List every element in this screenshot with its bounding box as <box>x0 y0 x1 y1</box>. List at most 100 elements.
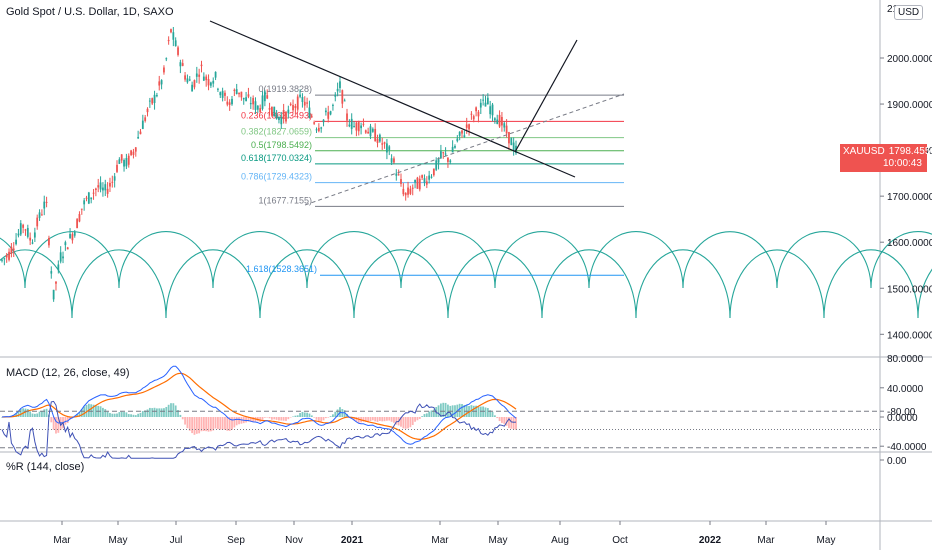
candle-body <box>463 135 466 137</box>
macd-histogram-bar <box>439 403 442 417</box>
candle-body <box>266 95 269 99</box>
candle-body <box>55 281 57 284</box>
macd-histogram-bar <box>280 417 283 421</box>
macd-histogram-bar <box>200 417 203 432</box>
cycle-arc <box>0 237 26 289</box>
cycle-arc <box>165 249 261 319</box>
projection-line <box>514 39 578 153</box>
wr-tick-label: 0.00 <box>887 456 907 467</box>
candle-body <box>85 197 88 199</box>
bar-countdown: 10:00:43 <box>883 158 922 169</box>
macd-histogram-bar <box>489 410 492 417</box>
macd-histogram-bar <box>172 403 175 417</box>
macd-histogram-bar <box>50 417 53 423</box>
candle-body <box>477 111 480 117</box>
macd-histogram-bar <box>496 417 499 419</box>
candle-body <box>224 92 226 96</box>
macd-histogram-bar <box>306 412 309 417</box>
candle-body <box>393 158 395 163</box>
candle-body <box>238 92 240 95</box>
candle-body <box>219 92 222 96</box>
macd-histogram-bar <box>179 414 182 417</box>
cycle-arc <box>588 231 684 289</box>
macd-histogram-bar <box>26 408 29 417</box>
macd-histogram-bar <box>315 417 318 420</box>
macd-histogram-bar <box>444 402 447 417</box>
macd-histogram-bar <box>371 417 374 421</box>
candle-body <box>170 29 172 33</box>
macd-tick-label: -40.0000 <box>887 442 927 453</box>
macd-histogram-bar <box>118 412 121 417</box>
macd-histogram-bar <box>484 407 487 417</box>
cycle-arc <box>259 249 355 319</box>
candle-body <box>414 179 416 183</box>
candle-body <box>418 178 421 190</box>
macd-signal-line <box>2 372 517 441</box>
candle-body <box>421 175 424 178</box>
williams-r-line <box>1 400 517 459</box>
price-tick-label: 1700.0000 <box>887 192 932 203</box>
macd-histogram-bar <box>40 411 43 417</box>
currency-button[interactable]: USD <box>894 5 924 20</box>
candle-body <box>191 84 194 92</box>
candle-body <box>184 75 186 80</box>
macd-histogram-bar <box>19 408 22 417</box>
fib-level-label: 0.618(1770.0324) <box>241 153 312 163</box>
macd-histogram-bar <box>132 414 135 417</box>
macd-histogram-bar <box>165 406 168 417</box>
candle-body <box>214 71 217 78</box>
macd-histogram-bar <box>493 415 496 417</box>
macd-histogram-bar <box>184 417 186 425</box>
candle-body <box>512 142 515 151</box>
macd-histogram-bar <box>310 415 313 417</box>
candle-body <box>289 103 292 105</box>
last-price: 1798.4550 <box>888 146 932 157</box>
candle-body <box>36 217 39 227</box>
macd-histogram-bar <box>423 414 426 417</box>
macd-histogram-bar <box>85 405 88 417</box>
candle-body <box>388 146 391 150</box>
candle-body <box>134 147 137 152</box>
candle-body <box>275 114 278 119</box>
macd-histogram-bar <box>421 416 424 417</box>
candle-body <box>332 104 334 106</box>
candle-body <box>137 136 140 139</box>
candle-body <box>423 178 426 183</box>
macd-histogram-bar <box>148 407 151 417</box>
macd-legend[interactable]: MACD (12, 26, close, 49) <box>6 367 130 379</box>
candle-body <box>397 174 400 176</box>
candle-body <box>228 102 231 105</box>
candle-body <box>151 98 154 104</box>
candle-body <box>144 117 147 121</box>
candle-body <box>336 88 339 92</box>
candle-body <box>212 80 215 84</box>
candle-body <box>346 113 348 121</box>
macd-histogram-bar <box>106 411 109 417</box>
candle-body <box>259 108 262 113</box>
candle-body <box>160 80 163 85</box>
price-tick-label: 1500.0000 <box>887 284 932 295</box>
candle-body <box>461 130 463 134</box>
williams-r-legend[interactable]: %R (144, close) <box>6 461 85 473</box>
cycle-arc <box>71 249 167 319</box>
candle-body <box>411 187 414 189</box>
candle-body <box>381 143 384 145</box>
candles <box>1 27 517 302</box>
candle-body <box>451 146 454 153</box>
macd-histogram-bar <box>191 417 194 434</box>
candle-body <box>71 234 74 241</box>
candle-body <box>148 100 151 102</box>
candle-body <box>386 143 388 153</box>
candle-body <box>158 81 161 86</box>
macd-histogram-bar <box>221 417 224 430</box>
cycle-arc <box>306 231 402 289</box>
macd-histogram-bar <box>414 417 416 422</box>
macd-histogram-bar <box>57 417 60 433</box>
candle-body <box>350 118 353 129</box>
macd-histogram-bar <box>416 417 419 421</box>
candle-body <box>57 264 60 271</box>
candle-body <box>19 223 22 235</box>
macd-histogram-bar <box>430 410 433 417</box>
